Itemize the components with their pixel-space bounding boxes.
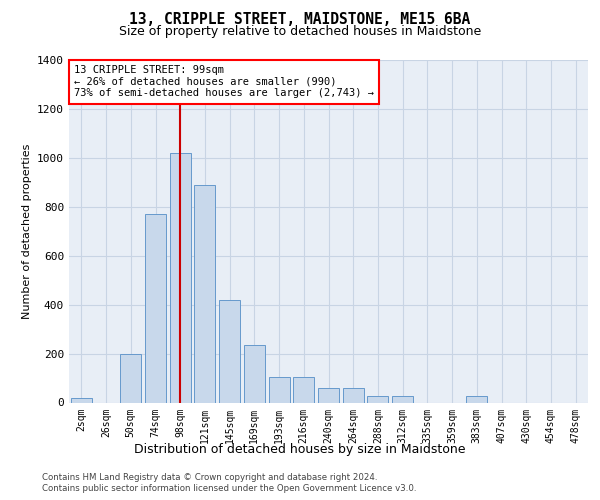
Bar xyxy=(269,377,290,402)
Bar xyxy=(194,185,215,402)
Text: 13, CRIPPLE STREET, MAIDSTONE, ME15 6BA: 13, CRIPPLE STREET, MAIDSTONE, ME15 6BA xyxy=(130,12,470,28)
Y-axis label: Number of detached properties: Number of detached properties xyxy=(22,144,32,319)
Bar xyxy=(293,377,314,402)
Bar xyxy=(318,388,339,402)
Bar xyxy=(392,396,413,402)
Bar xyxy=(120,354,141,403)
Bar xyxy=(466,396,487,402)
Bar xyxy=(343,388,364,402)
Text: Size of property relative to detached houses in Maidstone: Size of property relative to detached ho… xyxy=(119,25,481,38)
Text: Contains public sector information licensed under the Open Government Licence v3: Contains public sector information licen… xyxy=(42,484,416,493)
Bar xyxy=(367,396,388,402)
Text: 13 CRIPPLE STREET: 99sqm
← 26% of detached houses are smaller (990)
73% of semi-: 13 CRIPPLE STREET: 99sqm ← 26% of detach… xyxy=(74,65,374,98)
Bar xyxy=(71,398,92,402)
Text: Contains HM Land Registry data © Crown copyright and database right 2024.: Contains HM Land Registry data © Crown c… xyxy=(42,472,377,482)
Text: Distribution of detached houses by size in Maidstone: Distribution of detached houses by size … xyxy=(134,442,466,456)
Bar xyxy=(244,345,265,403)
Bar xyxy=(170,153,191,402)
Bar xyxy=(145,214,166,402)
Bar xyxy=(219,300,240,403)
